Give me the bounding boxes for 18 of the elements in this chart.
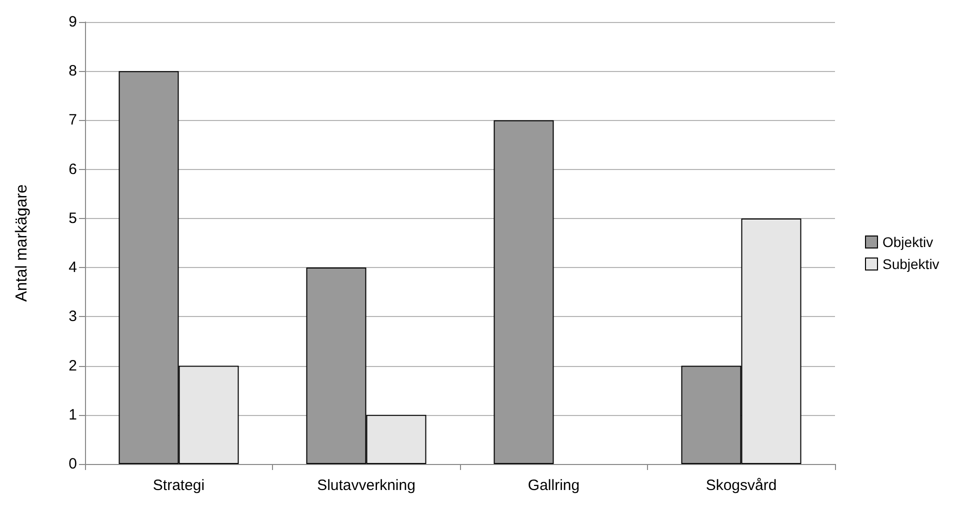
y-tick-label: 8 [68,62,77,80]
y-tick-label: 3 [68,308,77,326]
y-tick-label: 0 [68,456,77,472]
y-axis-title: Antal markägare [14,184,30,302]
legend-label: Subjektiv [882,256,940,272]
x-tick-label: Skogsvård [706,477,777,494]
y-tick-label: 2 [68,357,77,374]
bar [494,120,554,464]
y-tick-label: 7 [68,112,77,129]
y-tick-label: 6 [68,160,77,178]
y-tick-label: 4 [68,259,77,276]
x-tick-label: Gallring [528,477,580,494]
legend-label: Objektiv [882,234,934,250]
y-tick-label: 5 [68,210,77,227]
x-tick-label: Slutavverkning [317,477,416,494]
y-tick-label: 9 [68,14,77,30]
x-tick-label: Strategi [152,477,205,494]
y-tick-label: 1 [68,406,77,424]
